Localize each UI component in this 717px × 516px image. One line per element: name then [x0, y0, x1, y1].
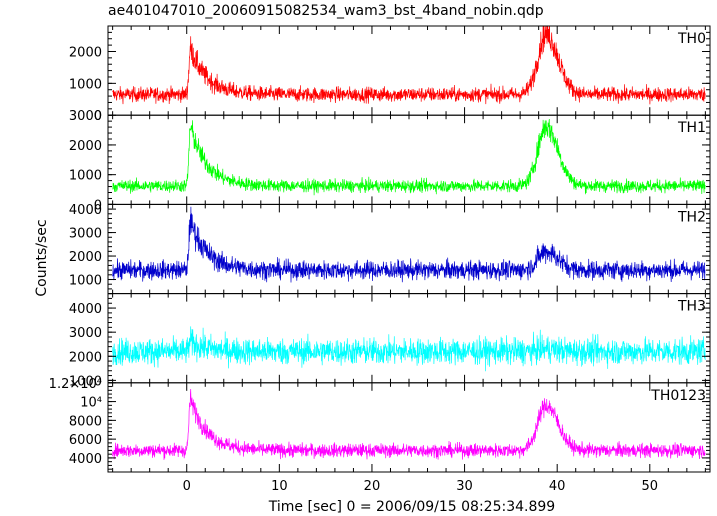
- y-tick-label: 3000: [69, 109, 102, 124]
- panel-th3: 1000 2000 3000 4000 TH3: [69, 293, 711, 389]
- y-tick-label: 10⁴: [80, 396, 102, 411]
- y-tick-label: 3000: [69, 326, 102, 341]
- series-th1-line: [112, 118, 706, 196]
- y-tick-label: 2000: [69, 350, 102, 365]
- x-tick-label: 50: [642, 479, 659, 494]
- y-tick-label: 4000: [69, 203, 102, 218]
- x-tick-label: 0: [183, 479, 191, 494]
- series-label-th0: TH0: [677, 31, 706, 47]
- y-tick-label: 1000: [69, 77, 102, 92]
- y-tick-label: 4000: [69, 302, 102, 317]
- series-th3-line: [112, 326, 706, 372]
- y-tick-label: 3000: [69, 227, 102, 242]
- y-tick-label: 0: [94, 198, 102, 213]
- panels: 0 1000 2000 TH0 0 1000 2000 3000 TH1 1000 2000 3000…: [49, 25, 711, 473]
- y-tick-label: 1000: [69, 274, 102, 289]
- y-tick-label: 2000: [69, 250, 102, 265]
- y-tick-label: 1.2×10⁴: [49, 377, 102, 392]
- panel-frame: [107, 293, 711, 384]
- y-axis-label: Counts/sec: [34, 219, 50, 296]
- panel-th1: 0 1000 2000 3000 TH1: [69, 109, 711, 213]
- x-tick-label: 30: [456, 479, 473, 494]
- panel-th0: 0 1000 2000 TH0: [69, 25, 711, 124]
- y-tick-label: 6000: [69, 433, 102, 448]
- chart-title: ae401047010_20060915082534_wam3_bst_4ban…: [108, 3, 544, 19]
- panel-th2: 1000 2000 3000 4000 TH2: [69, 203, 711, 295]
- series-label-th2: TH2: [677, 209, 706, 225]
- series-label-th1: TH1: [677, 120, 706, 136]
- series-th0-line: [112, 26, 706, 105]
- series-th2-line: [112, 206, 706, 283]
- panel-frame: [107, 382, 711, 473]
- panel-frame: [107, 114, 711, 205]
- y-tick-label: 1000: [69, 169, 102, 184]
- x-axis-label: Time [sec] 0 = 2006/09/15 08:25:34.899: [268, 499, 555, 515]
- x-tick-label: 10: [271, 479, 288, 494]
- series-label-th0123: TH0123: [650, 388, 706, 404]
- x-axis: 0 10 20 30 40 50: [183, 479, 658, 494]
- series-th0123-line: [112, 388, 706, 460]
- y-tick-label: 4000: [69, 452, 102, 467]
- series-label-th3: TH3: [677, 299, 706, 315]
- y-tick-label: 2000: [69, 139, 102, 154]
- x-tick-label: 20: [364, 479, 381, 494]
- x-tick-label: 40: [549, 479, 566, 494]
- y-tick-label: 1000: [69, 374, 102, 389]
- y-tick-label: 0: [94, 109, 102, 124]
- y-tick-label: 8000: [69, 414, 102, 429]
- y-tick-label: 2000: [69, 45, 102, 60]
- panel-th0123: 4000 6000 8000 10⁴ 1.2×10⁴ TH0123: [49, 377, 711, 473]
